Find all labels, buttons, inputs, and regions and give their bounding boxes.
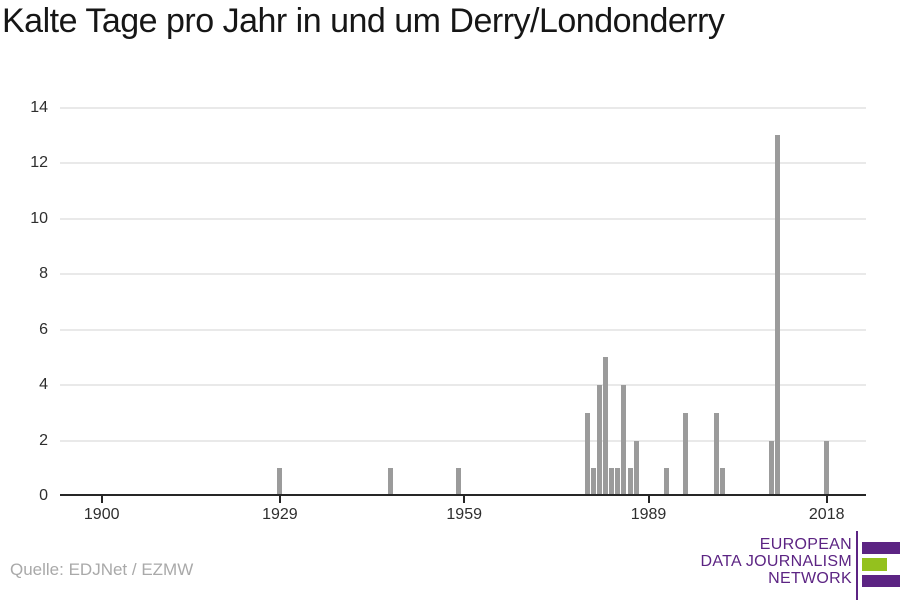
gridline-2 <box>60 439 866 442</box>
y-tick-label-14: 14 <box>30 98 48 116</box>
bar-1958 <box>455 468 461 496</box>
logo-text-line: NETWORK <box>768 570 852 587</box>
logo-text-line: EUROPEAN <box>759 536 852 553</box>
x-tick-label-1959: 1959 <box>446 506 482 523</box>
logo-text: EUROPEAN DATA JOURNALISM NETWORK <box>701 536 852 587</box>
x-axis-line <box>60 493 866 496</box>
bar-1992 <box>664 468 670 496</box>
gridline-6 <box>60 328 866 331</box>
x-tick-label-2018: 2018 <box>808 506 845 523</box>
bar-2010 <box>775 135 781 496</box>
logo-text-line: DATA JOURNALISM <box>700 553 852 570</box>
x-tick-1900 <box>100 496 103 503</box>
logo-bar-bottom <box>861 574 900 587</box>
y-tick-label-12: 12 <box>30 154 48 171</box>
bar-1947 <box>387 468 393 496</box>
x-tick-1959 <box>463 496 466 503</box>
x-tick-label-1929: 1929 <box>262 506 298 523</box>
x-tick-1929 <box>278 496 281 503</box>
gridline-10 <box>60 217 866 220</box>
bar-1984 <box>615 468 621 496</box>
y-tick-label-8: 8 <box>39 265 48 282</box>
source-note: Quelle: EDJNet / EZMW <box>10 560 194 579</box>
bar-1985 <box>621 385 627 496</box>
gridline-14 <box>60 106 866 109</box>
x-tick-1989 <box>647 496 650 503</box>
gridline-12 <box>60 162 866 164</box>
bar-1995 <box>682 412 688 496</box>
bar-2018 <box>824 440 830 496</box>
y-tick-label-6: 6 <box>39 320 48 338</box>
bar-1981 <box>596 385 602 496</box>
bar-2009 <box>768 440 774 496</box>
gridline-8 <box>60 273 866 275</box>
bar-1929 <box>277 468 283 496</box>
x-tick-label-1900: 1900 <box>83 506 120 523</box>
logo-bar-green <box>861 558 887 571</box>
x-tick-label-1989: 1989 <box>630 506 667 523</box>
y-tick-label-10: 10 <box>30 209 48 227</box>
x-tick-2018 <box>825 496 828 503</box>
bar-1987 <box>633 440 639 496</box>
y-tick-label-4: 4 <box>39 376 48 393</box>
gridline-4 <box>60 384 866 386</box>
bar-1986 <box>627 468 633 496</box>
bar-2001 <box>719 468 725 496</box>
bar-1982 <box>603 357 609 496</box>
y-tick-label-2: 2 <box>39 431 48 449</box>
logo-bar-top <box>861 541 900 554</box>
chart-title: Kalte Tage pro Jahr in und um Derry/Lond… <box>2 2 725 40</box>
bar-1980 <box>590 468 596 496</box>
logo-divider <box>855 531 858 600</box>
y-tick-label-0: 0 <box>39 487 48 504</box>
bar-1979 <box>584 412 590 496</box>
bar-1983 <box>609 468 615 496</box>
bar-2000 <box>713 412 719 496</box>
